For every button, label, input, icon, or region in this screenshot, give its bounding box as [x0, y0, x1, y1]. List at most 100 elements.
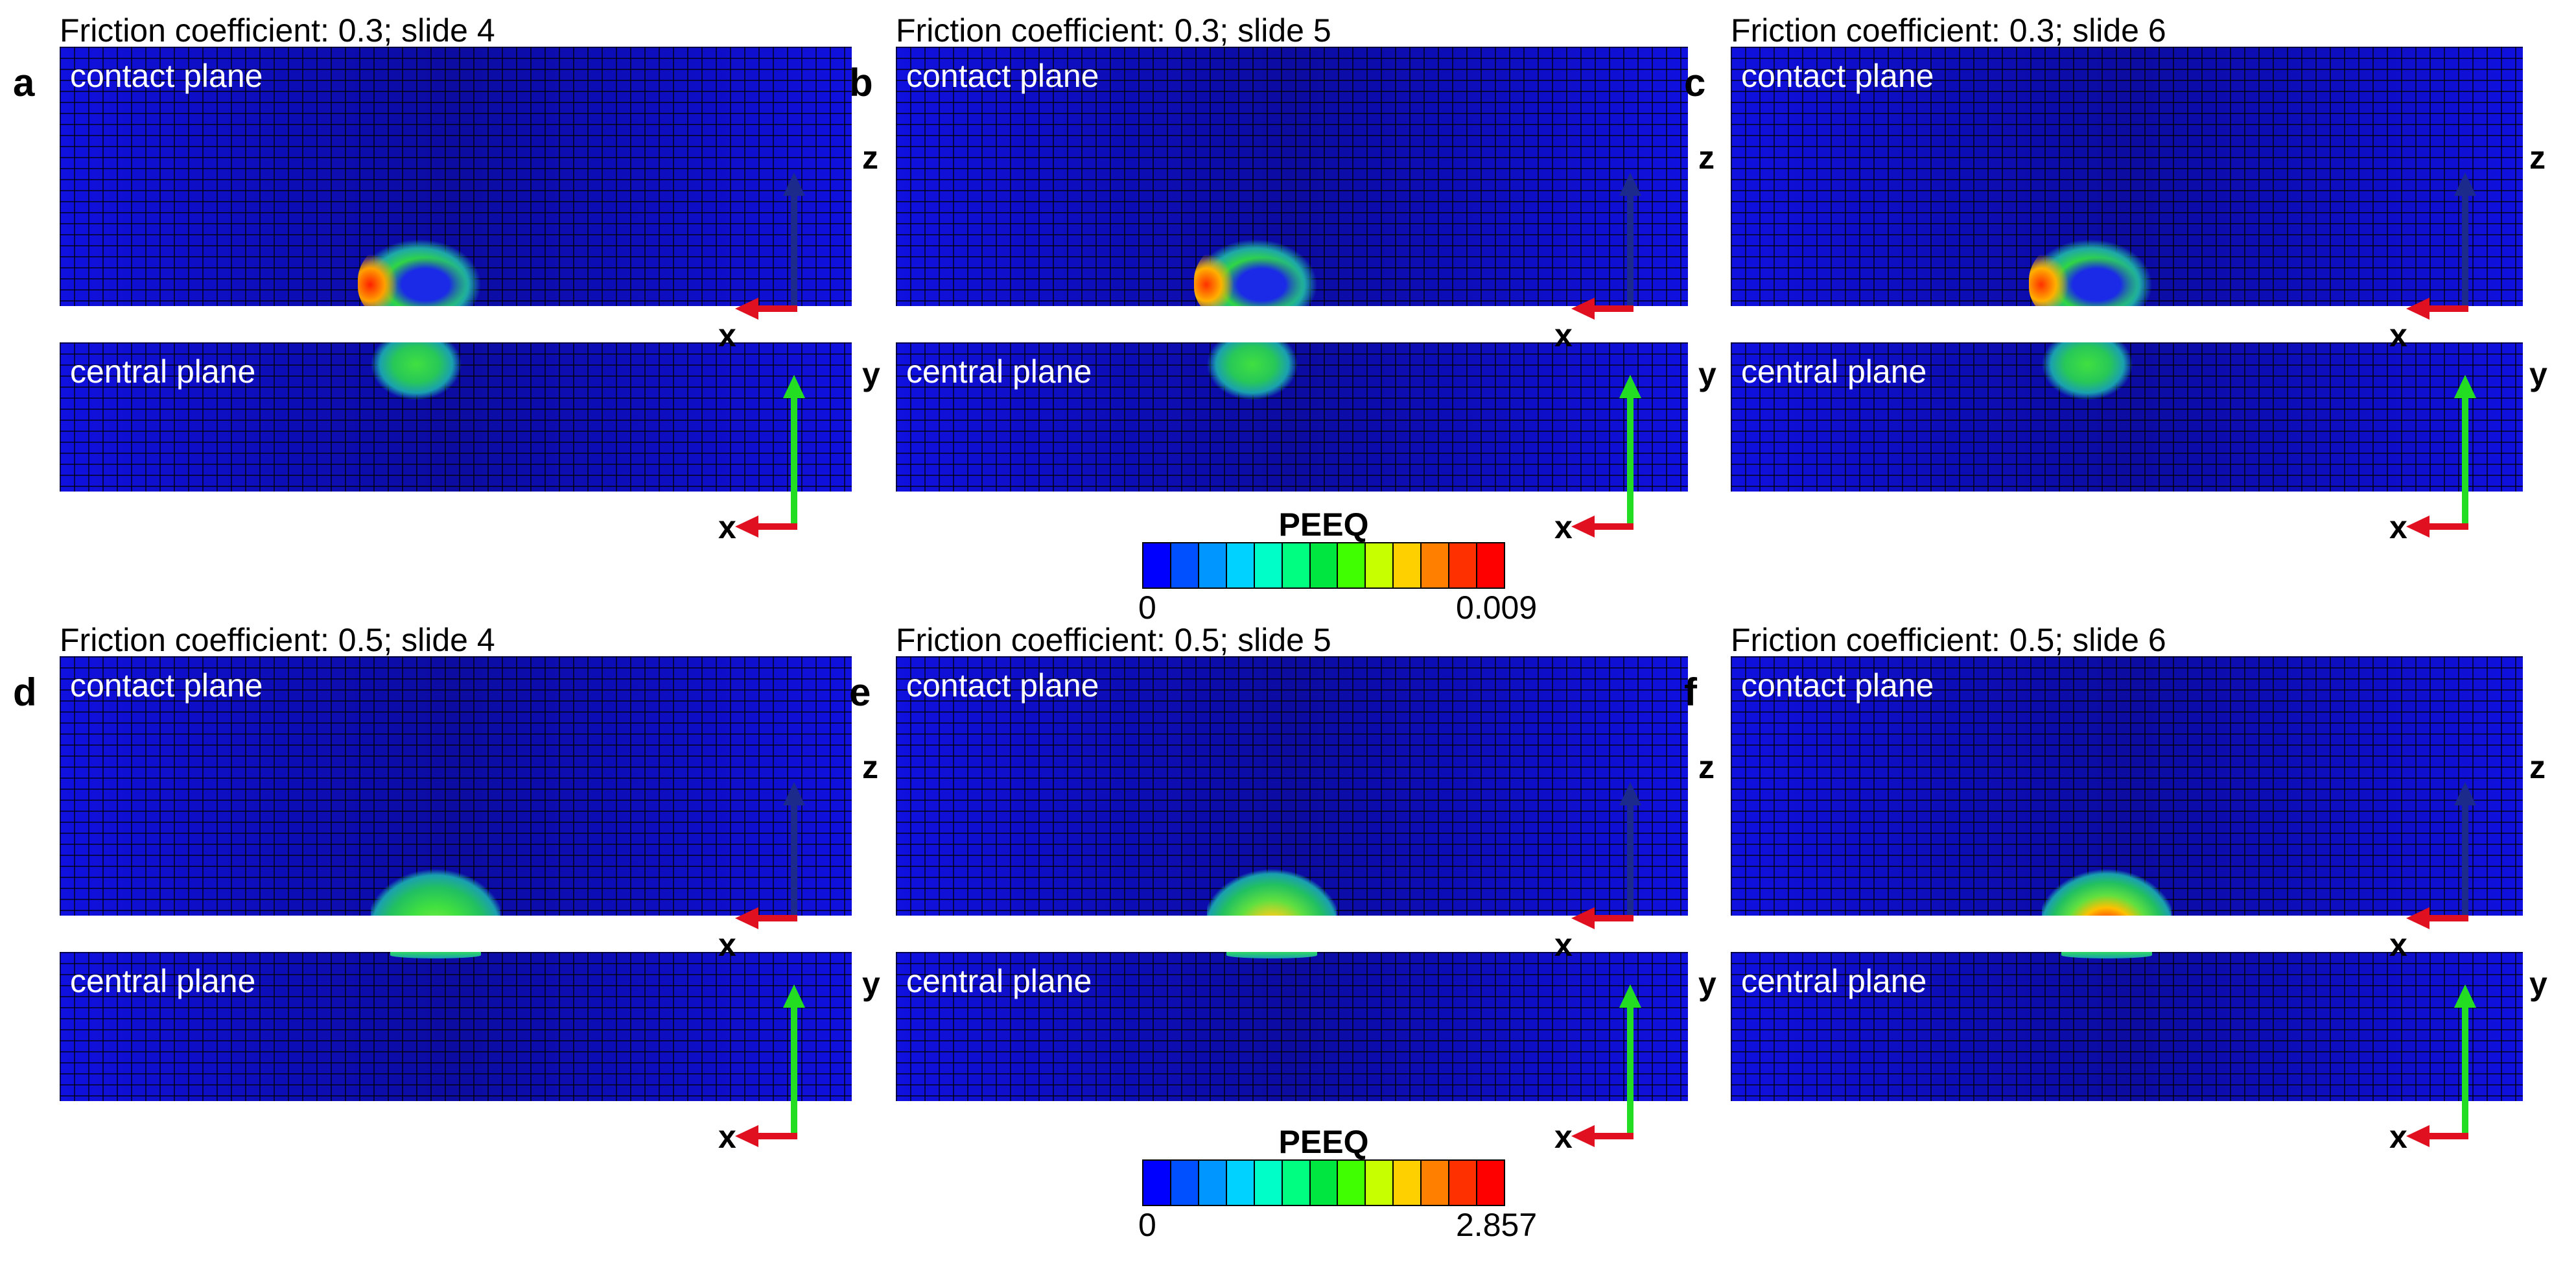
panel-letter: f — [1684, 671, 1697, 714]
contact-plane-label: contact plane — [1741, 667, 1934, 704]
colorbar-segment — [1366, 543, 1394, 588]
z-axis-label: z — [1698, 749, 1715, 785]
panel-a: Friction coefficient: 0.3; slide 4 a con… — [13, 0, 889, 610]
x-axis-label: x — [1554, 317, 1573, 353]
plastic-strain-region — [2042, 342, 2133, 403]
colorbar-segment — [1310, 1161, 1339, 1205]
contact-plane-mesh: contact plane — [896, 656, 1688, 916]
x-axis-label: x — [718, 317, 736, 353]
panel-letter: c — [1684, 61, 1706, 104]
y-axis-label: y — [1698, 356, 1716, 392]
colorbar-segment — [1394, 1161, 1422, 1205]
contact-axis-triad — [735, 782, 805, 929]
colorbar-scale — [1142, 542, 1505, 589]
y-axis-label: y — [862, 966, 880, 1002]
colorbar-segment — [1394, 543, 1422, 588]
central-plane-label: central plane — [906, 963, 1092, 999]
contact-plane-mesh: contact plane — [1731, 47, 2523, 306]
panel-letter: a — [13, 61, 35, 104]
panel-title: Friction coefficient: 0.3; slide 4 — [60, 12, 495, 49]
plastic-strain-region — [358, 235, 481, 306]
colorbar-segment — [1171, 1161, 1199, 1205]
central-plane-label: central plane — [1741, 963, 1927, 999]
contact-axis-triad — [2406, 782, 2476, 929]
colorbar-max-label: 2.857 — [1456, 1207, 1538, 1243]
x-axis-label: x — [1554, 509, 1573, 545]
central-axis-triad — [1571, 984, 1641, 1147]
colorbar-segment — [1338, 1161, 1366, 1205]
colorbar-segment — [1143, 543, 1171, 588]
plastic-strain-region — [2029, 235, 2152, 306]
plastic-strain-region — [1226, 952, 1317, 958]
colorbar-segment — [1449, 1161, 1478, 1205]
panel-title: Friction coefficient: 0.3; slide 5 — [896, 12, 1331, 49]
panel-d: Friction coefficient: 0.5; slide 4 d con… — [13, 610, 889, 1219]
colorbar-segment — [1449, 543, 1478, 588]
plastic-strain-region — [371, 857, 500, 916]
z-axis-label: z — [1698, 139, 1715, 176]
colorbar-segment — [1282, 1161, 1311, 1205]
central-plane-mesh: central plane — [1731, 342, 2523, 492]
panel-letter: d — [13, 671, 37, 714]
central-axis-triad — [2406, 375, 2476, 538]
central-plane-mesh: central plane — [60, 952, 852, 1101]
panel-e: Friction coefficient: 0.5; slide 5 e con… — [849, 610, 1726, 1219]
peeq-colorbar-top: PEEQ 0 0.009 — [1138, 506, 1570, 624]
y-axis-label: y — [862, 356, 880, 392]
contact-plane-label: contact plane — [1741, 58, 1934, 94]
contact-axis-triad — [1571, 172, 1641, 320]
colorbar-scale — [1142, 1159, 1505, 1206]
panel-letter: e — [849, 671, 871, 714]
y-axis-label: y — [2529, 356, 2547, 392]
colorbar-segment — [1422, 543, 1450, 588]
colorbar-title: PEEQ — [1278, 506, 1369, 543]
z-axis-label: z — [2529, 139, 2546, 176]
contact-plane-mesh: contact plane — [896, 47, 1688, 306]
panel-title: Friction coefficient: 0.3; slide 6 — [1731, 12, 2166, 49]
central-plane-mesh: central plane — [896, 952, 1688, 1101]
plastic-strain-region — [1207, 857, 1337, 916]
colorbar-min-label: 0 — [1138, 589, 1156, 626]
panel-title: Friction coefficient: 0.5; slide 6 — [1731, 622, 2166, 658]
panel-title: Friction coefficient: 0.5; slide 5 — [896, 622, 1331, 658]
central-plane-label: central plane — [70, 353, 256, 390]
colorbar-segment — [1199, 1161, 1227, 1205]
contact-plane-mesh: contact plane — [60, 47, 852, 306]
contact-plane-label: contact plane — [906, 58, 1099, 94]
z-axis-label: z — [862, 749, 878, 785]
panel-letter: b — [849, 61, 873, 104]
central-axis-triad — [1571, 375, 1641, 538]
x-axis-label: x — [2389, 509, 2407, 545]
panel-b: Friction coefficient: 0.3; slide 5 b con… — [849, 0, 1726, 610]
central-axis-triad — [2406, 984, 2476, 1147]
plastic-strain-region — [1194, 235, 1317, 306]
plastic-strain-region — [2061, 952, 2152, 958]
plastic-strain-region — [371, 342, 462, 403]
contact-axis-triad — [2406, 172, 2476, 320]
contact-axis-triad — [1571, 782, 1641, 929]
colorbar-segment — [1226, 543, 1255, 588]
central-axis-triad — [735, 375, 805, 538]
central-plane-label: central plane — [906, 353, 1092, 390]
z-axis-label: z — [862, 139, 878, 176]
y-axis-label: y — [1698, 966, 1716, 1002]
contact-plane-mesh: contact plane — [60, 656, 852, 916]
x-axis-label: x — [2389, 1119, 2407, 1155]
central-plane-mesh: central plane — [60, 342, 852, 492]
panel-title: Friction coefficient: 0.5; slide 4 — [60, 622, 495, 658]
peeq-colorbar-bottom: PEEQ 0 2.857 — [1138, 1126, 1570, 1241]
contact-plane-mesh: contact plane — [1731, 656, 2523, 916]
colorbar-min-label: 0 — [1138, 1207, 1156, 1243]
contact-plane-label: contact plane — [906, 667, 1099, 704]
z-axis-label: z — [2529, 749, 2546, 785]
central-plane-mesh: central plane — [1731, 952, 2523, 1101]
colorbar-segment — [1422, 1161, 1450, 1205]
colorbar-segment — [1282, 543, 1311, 588]
contact-plane-label: contact plane — [70, 667, 263, 704]
x-axis-label: x — [718, 1119, 736, 1155]
y-axis-label: y — [2529, 966, 2547, 1002]
x-axis-label: x — [718, 509, 736, 545]
plastic-strain-region — [2042, 857, 2172, 916]
colorbar-segment — [1171, 543, 1199, 588]
central-plane-label: central plane — [1741, 353, 1927, 390]
